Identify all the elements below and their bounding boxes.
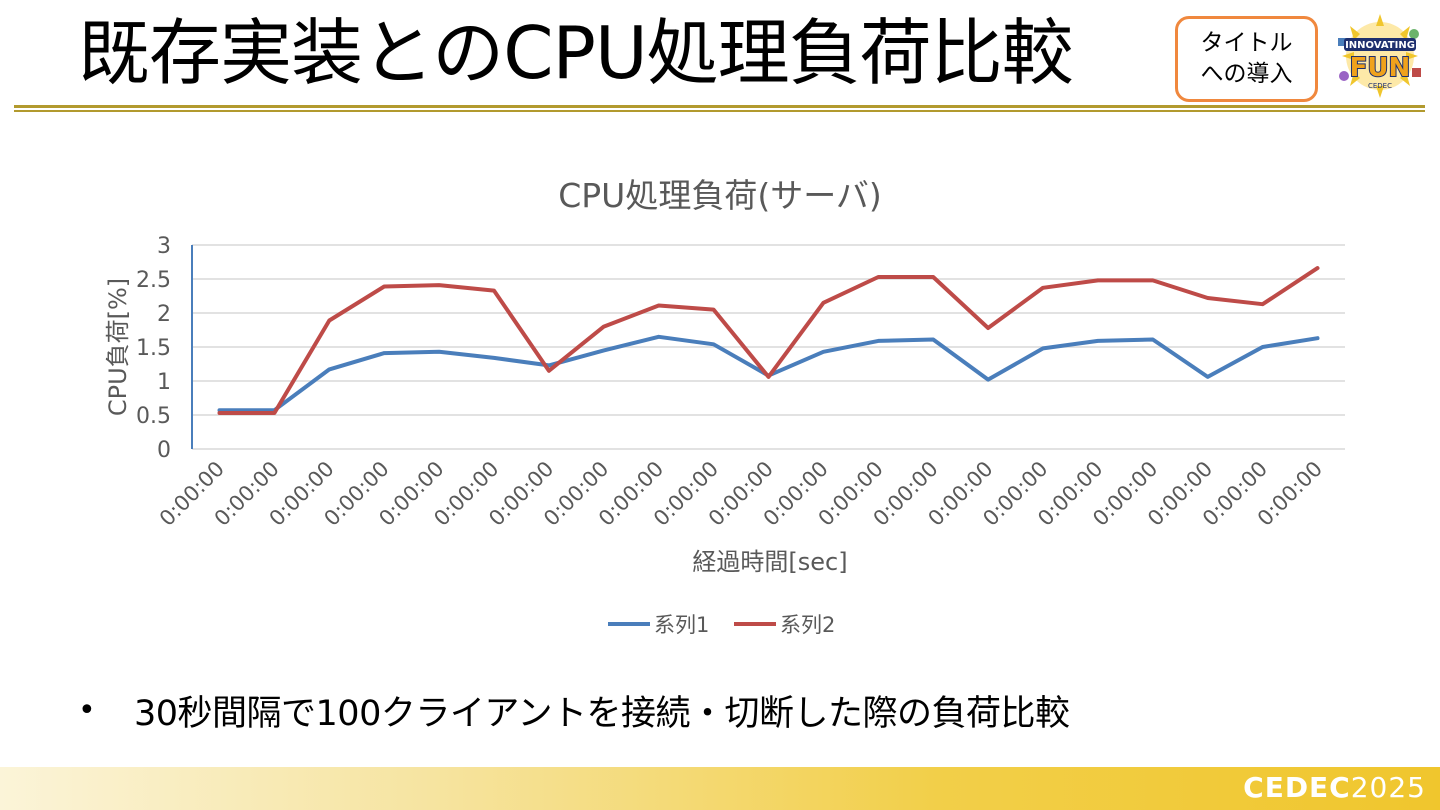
cedec-footer-logo: CEDEC2025 <box>1243 771 1426 805</box>
y-tick-label: 0 <box>157 438 171 463</box>
series-line-1 <box>217 334 1320 413</box>
bullet-text: 30秒間隔で100クライアントを接続・切断した際の負荷比較 <box>134 693 1070 734</box>
y-tick-label: 0.5 <box>136 404 171 429</box>
y-tick-label: 2.5 <box>136 268 171 293</box>
chart-title: CPU処理負荷(サーバ) <box>558 176 882 215</box>
logo-text-line3: CEDEC <box>1368 82 1392 90</box>
y-tick-label: 1.5 <box>136 336 171 361</box>
chart-gridlines <box>191 244 1345 450</box>
chart-legend: 系列1 系列2 <box>608 613 835 637</box>
x-axis-title: 経過時間[sec] <box>692 548 847 576</box>
bullet-item: • 30秒間隔で100クライアントを接続・切断した際の負荷比較 <box>78 684 1070 736</box>
footer-band <box>0 767 1440 810</box>
legend-label-2: 系列2 <box>780 613 835 637</box>
y-tick-label: 2 <box>157 302 171 327</box>
y-tick-labels: 0 0.5 1 1.5 2 2.5 3 <box>136 234 171 463</box>
logo-text-line1: INNOVATING <box>1345 40 1415 51</box>
badge-line-2: への導入 <box>1200 61 1293 87</box>
x-tick-labels: 0:00:000:00:000:00:000:00:000:00:000:00:… <box>155 457 1327 531</box>
footer-brand: CEDEC <box>1243 771 1351 804</box>
y-tick-label: 1 <box>157 370 171 395</box>
bullet-marker: • <box>78 692 96 728</box>
chart-series <box>217 266 1320 415</box>
title-divider-secondary <box>14 110 1425 112</box>
logo-text-line2: FUN <box>1350 53 1411 83</box>
y-tick-label: 3 <box>157 234 171 259</box>
series-line-2 <box>217 266 1320 415</box>
legend-label-1: 系列1 <box>654 613 709 637</box>
footer-year: 2025 <box>1350 771 1426 804</box>
badge-line-1: タイトル <box>1200 30 1293 56</box>
y-axis-title: CPU負荷[%] <box>104 278 132 416</box>
intro-badge: タイトル への導入 <box>1175 16 1318 102</box>
slide-title: 既存実装とのCPU処理負荷比較 <box>78 11 1074 95</box>
title-divider <box>14 105 1425 108</box>
innovating-fun-logo: INNOVATING FUN CEDEC <box>1338 14 1421 98</box>
